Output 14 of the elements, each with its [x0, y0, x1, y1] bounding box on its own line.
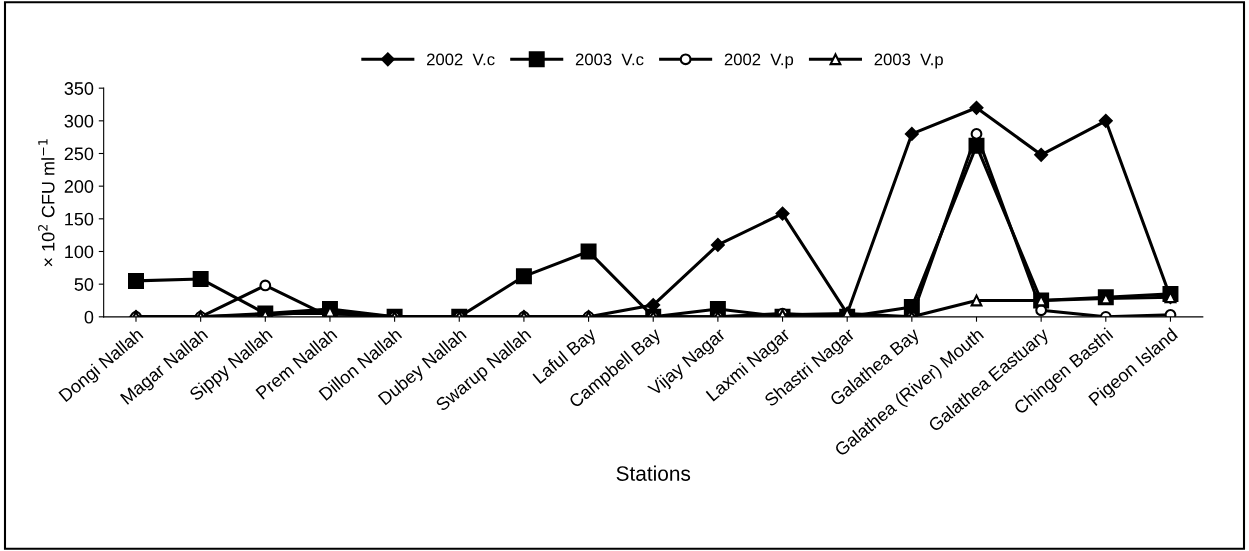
legend-label: 2003 V.p — [874, 53, 943, 69]
y-tick-label: 150 — [65, 212, 94, 226]
y-tick-label: 50 — [74, 278, 94, 291]
y-axis-title: × 10$^{2}$ CFU ml$^{−1}$ — [38, 139, 55, 267]
y-tick-label: 300 — [64, 114, 94, 128]
y-tick-label: 200 — [64, 180, 94, 193]
y-tick-label: 0 — [84, 310, 94, 324]
y-tick-label: 250 — [64, 147, 94, 161]
legend-label: 2003 V.c — [575, 53, 644, 66]
y-tick-label: 100 — [65, 245, 94, 259]
legend-label: 2002 V.c — [427, 53, 495, 66]
legend-label: 2002 V.p — [724, 53, 794, 69]
y-tick-label: 350 — [64, 82, 94, 95]
x-axis-title: Stations — [616, 465, 691, 481]
